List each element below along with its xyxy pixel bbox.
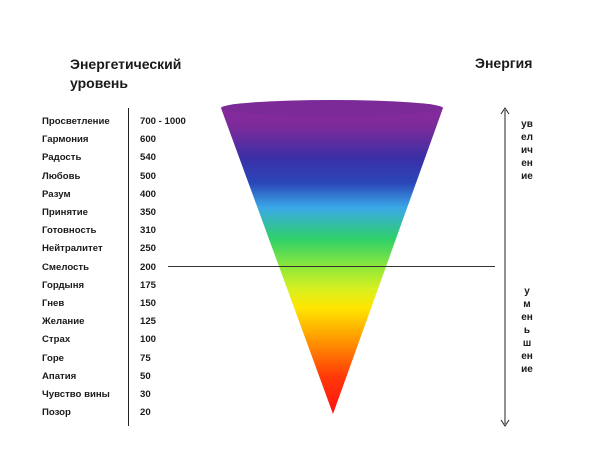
level-value: 350 [140,207,157,218]
level-row: Гнев 150 [42,295,202,313]
level-value: 540 [140,152,157,164]
level-row: Радость 540 [42,149,202,167]
level-value: 250 [140,243,157,255]
level-row: Любовь 500 [42,168,202,186]
left-title: Энергетический уровень [70,56,182,91]
level-value: 50 [140,370,151,382]
level-value: 600 [140,134,157,146]
level-row: Разум 400 [42,186,202,204]
level-value: 200 [140,261,157,273]
level-value: 500 [140,170,157,182]
level-value: 700 - 1000 [140,116,186,127]
level-value: 150 [140,298,157,309]
level-name: Желание [42,316,85,328]
level-name: Гармония [42,134,89,146]
level-row: Готовность 310 [42,222,202,240]
level-row: Нейтралитет 250 [42,240,202,258]
level-row: Гармония 600 [42,131,202,149]
level-value: 20 [140,407,151,419]
level-row: Принятие 350 [42,204,202,222]
level-name: Гнев [42,298,65,309]
level-name: Разум [42,188,71,200]
column-divider [128,108,129,426]
level-value: 175 [140,279,157,291]
level-row: Апатия 50 [42,368,202,386]
right-title: Энергия [475,55,533,71]
level-value: 310 [140,225,157,237]
level-name: Гордыня [42,279,85,291]
level-name: Радость [42,152,82,164]
energy-increase-label: увеличение [521,119,533,182]
energy-arrow [500,107,510,427]
level-value: 30 [140,389,151,400]
level-name: Страх [42,334,71,346]
level-value: 75 [140,352,151,364]
energy-decrease-label: уменьшение [521,286,533,375]
cone-top-rim [221,100,443,116]
level-name: Принятие [42,207,88,218]
level-name: Позор [42,407,71,419]
level-value: 100 [140,334,157,346]
level-name: Нейтралитет [42,243,103,255]
level-name: Смелость [42,261,89,273]
level-name: Чувство вины [42,389,110,400]
level-row: Желание 125 [42,313,202,331]
level-row: Чувство вины 30 [42,386,202,404]
level-value: 400 [140,188,157,200]
level-row: Горе 75 [42,350,202,368]
level-name: Апатия [42,370,77,382]
level-row: Гордыня 175 [42,277,202,295]
level-name: Готовность [42,225,97,237]
level-name: Просветление [42,116,110,127]
level-row: Просветление 700 - 1000 [42,113,202,131]
level-row: Страх 100 [42,331,202,349]
level-row: Позор 20 [42,404,202,422]
level-row: Смелость 200 [42,259,202,277]
level-value: 125 [140,316,157,328]
energy-cone [221,101,443,414]
level-name: Горе [42,352,65,364]
level-name: Любовь [42,170,81,182]
